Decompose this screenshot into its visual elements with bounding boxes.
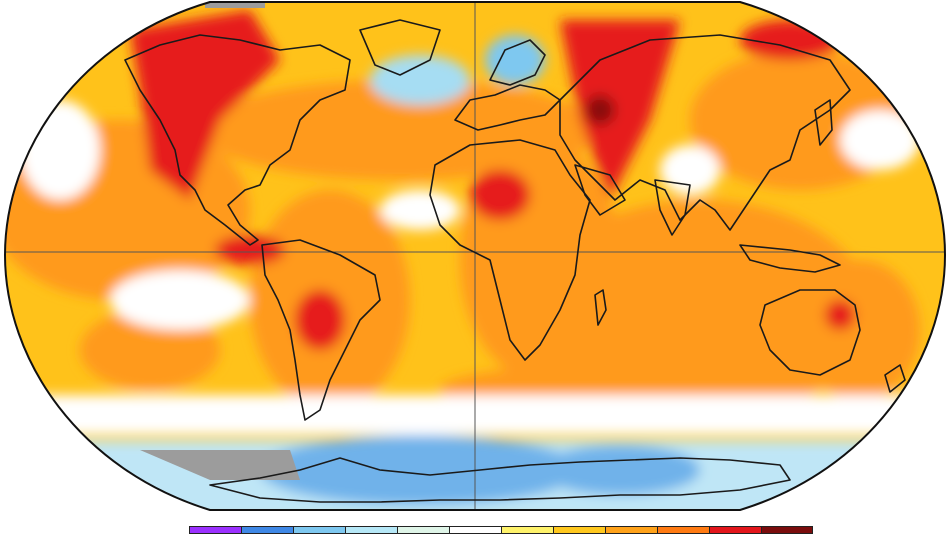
anomaly-patches: [5, 10, 945, 510]
legend-swatch: [501, 526, 553, 534]
patch-siberia-max: [585, 95, 615, 125]
temperature-anomaly-map: [3, 0, 947, 511]
patch-antarctic-blue: [260, 435, 580, 505]
patch-north-pacific-east-cool: [840, 110, 920, 170]
legend-swatch: [345, 526, 397, 534]
no-data-arctic: [205, 2, 265, 8]
scandinavia-outline: [489, 39, 546, 86]
japan-outline: [814, 99, 833, 146]
patch-north-atlantic: [200, 80, 600, 180]
antarctica-outline: [209, 457, 791, 503]
arabia-outline: [574, 164, 626, 216]
south-america-outline: [261, 239, 381, 421]
africa-outline: [429, 139, 591, 361]
legend-swatch: [553, 526, 605, 534]
anomaly-field: [5, 2, 945, 510]
patch-antarctic-blue-east: [540, 445, 700, 495]
patch-scandinavia-cool: [485, 35, 545, 85]
patch-north-america-hot: [130, 10, 280, 200]
patch-brazil-hot: [295, 290, 345, 350]
coastlines: [124, 19, 906, 503]
patch-caribbean-hot: [215, 235, 285, 265]
legend-swatch: [657, 526, 709, 534]
legend-swatch: [397, 526, 449, 534]
madagascar-outline: [594, 289, 607, 326]
patch-sahara-hot: [470, 170, 530, 220]
patch-south-pacific: [80, 310, 220, 390]
legend-swatch: [605, 526, 657, 534]
legend-swatch: [241, 526, 293, 534]
greenland-outline: [359, 19, 441, 76]
patch-arctic-hot: [740, 20, 840, 60]
new-zealand-outline: [884, 364, 906, 393]
north-america-outline: [124, 34, 351, 246]
patch-north-pacific-cool: [20, 100, 100, 200]
globe-outline: [3, 0, 947, 511]
patch-greenland-cool: [370, 55, 470, 105]
legend-swatch: [761, 526, 813, 534]
patch-atlantic-cool: [380, 190, 460, 230]
indonesia-outline: [739, 244, 841, 273]
australia-outline: [759, 289, 861, 376]
patch-australia-hot: [825, 300, 855, 330]
legend-swatch: [709, 526, 761, 534]
patch-siberia-hot: [560, 20, 680, 200]
india-outline: [654, 179, 691, 236]
asia-outline: [559, 34, 851, 231]
legend-swatch: [449, 526, 501, 534]
patch-pacific-cool: [110, 270, 250, 330]
map-svg: [3, 0, 947, 511]
legend-swatch: [189, 526, 241, 534]
legend-swatch: [293, 526, 345, 534]
color-legend: [189, 526, 813, 534]
no-data-antarctic: [140, 450, 300, 480]
